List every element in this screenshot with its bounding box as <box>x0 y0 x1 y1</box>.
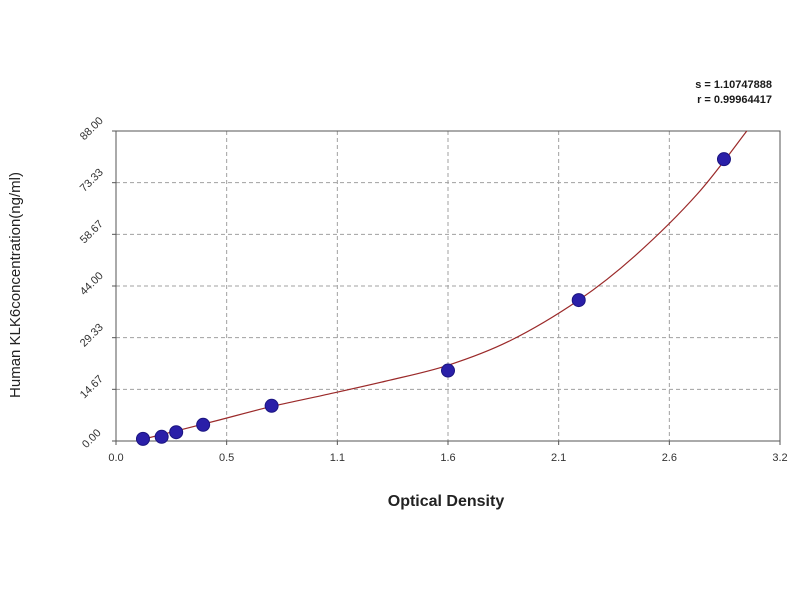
x-tick-label: 0.5 <box>219 452 234 464</box>
data-point <box>196 417 211 432</box>
data-point <box>441 363 455 378</box>
y-tick-label: 0.00 <box>80 427 104 451</box>
x-tick-label: 1.1 <box>330 452 345 464</box>
y-axis-label: Human KLK6concentration(ng/ml) <box>7 172 24 398</box>
data-point <box>169 425 184 440</box>
data-points <box>135 152 731 446</box>
x-tick-label: 3.2 <box>772 452 787 464</box>
y-tick-label: 58.67 <box>78 218 106 246</box>
data-point <box>716 152 731 167</box>
x-tick-label: 1.6 <box>440 452 455 464</box>
y-tick-label: 73.33 <box>78 167 106 195</box>
data-point <box>154 429 169 444</box>
x-axis-label: Optical Density <box>388 493 505 510</box>
grid-lines <box>116 131 780 441</box>
y-tick-label: 14.67 <box>78 373 106 401</box>
x-tick-label: 2.1 <box>551 452 566 464</box>
fit-statistics: s = 1.10747888 r = 0.99964417 <box>695 78 772 108</box>
y-tick-label: 88.00 <box>78 115 106 143</box>
y-axis-ticks: 0.00 14.67 29.33 44.00 58.67 73.33 88.00 <box>78 115 116 451</box>
data-point <box>264 398 279 413</box>
s-value: s = 1.10747888 <box>695 79 772 91</box>
x-tick-label: 0.0 <box>108 452 123 464</box>
x-tick-label: 2.6 <box>662 452 677 464</box>
y-tick-label: 29.33 <box>78 322 106 350</box>
y-tick-label: 44.00 <box>78 270 106 298</box>
fitted-curve <box>142 130 748 440</box>
data-point <box>571 293 586 308</box>
data-point <box>135 431 150 446</box>
r-value: r = 0.99964417 <box>697 94 772 106</box>
x-axis-ticks: 0.0 0.5 1.1 1.6 2.1 2.6 3.2 <box>108 441 788 464</box>
